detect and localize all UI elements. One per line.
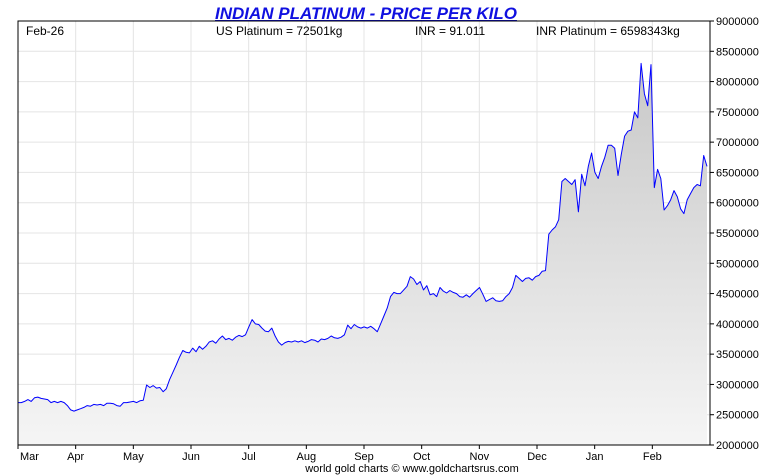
x-tick-label: Jun bbox=[182, 451, 200, 463]
x-tick-label: Feb bbox=[643, 451, 662, 463]
x-tick-label: Sep bbox=[354, 451, 374, 463]
x-axis-ticks: Mar Apr May Jun Jul Aug Sep Oct Nov Dec Jan Feb bbox=[17, 445, 662, 463]
price-area bbox=[18, 62, 708, 446]
y-tick-label: 4500000 bbox=[716, 289, 759, 301]
y-tick-label: 5000000 bbox=[716, 258, 759, 270]
y-tick-label: 6000000 bbox=[716, 198, 759, 210]
x-tick-label: Apr bbox=[67, 451, 84, 463]
x-tick-label: Mar bbox=[20, 451, 39, 463]
header-inr-price: INR Platinum = 6598343kg bbox=[536, 24, 680, 38]
header-date: Feb-26 bbox=[26, 24, 64, 38]
y-axis-ticks: 2000000 2500000 3000000 3500000 4000000 45000… bbox=[710, 16, 759, 452]
y-tick-label: 6500000 bbox=[716, 167, 759, 179]
x-tick-label: Jul bbox=[242, 451, 256, 463]
header-us-price: US Platinum = 72501kg bbox=[216, 24, 342, 38]
y-tick-label: 9000000 bbox=[716, 16, 759, 28]
x-tick-label: Oct bbox=[413, 451, 430, 463]
y-tick-label: 3500000 bbox=[716, 349, 759, 361]
y-tick-label: 8500000 bbox=[716, 46, 759, 58]
y-tick-label: 2000000 bbox=[716, 440, 759, 452]
price-area-fill bbox=[18, 63, 707, 446]
y-tick-label: 5500000 bbox=[716, 228, 759, 240]
header-inr-rate: INR = 91.011 bbox=[415, 24, 485, 38]
y-tick-label: 7000000 bbox=[716, 137, 759, 149]
chart-title: INDIAN PLATINUM - PRICE PER KILO bbox=[215, 4, 517, 23]
chart-credit: world gold charts © www.goldchartsrus.co… bbox=[304, 463, 519, 475]
y-tick-label: 2500000 bbox=[716, 410, 759, 422]
x-tick-label: May bbox=[123, 451, 144, 463]
x-tick-label: Jan bbox=[586, 451, 604, 463]
price-line bbox=[18, 62, 708, 412]
y-tick-label: 8000000 bbox=[716, 77, 759, 89]
y-tick-label: 4000000 bbox=[716, 319, 759, 331]
y-tick-label: 7500000 bbox=[716, 107, 759, 119]
x-tick-label: Aug bbox=[297, 451, 317, 463]
y-tick-label: 3000000 bbox=[716, 379, 759, 391]
x-tick-label: Dec bbox=[527, 451, 547, 463]
x-tick-label: Nov bbox=[470, 451, 490, 463]
